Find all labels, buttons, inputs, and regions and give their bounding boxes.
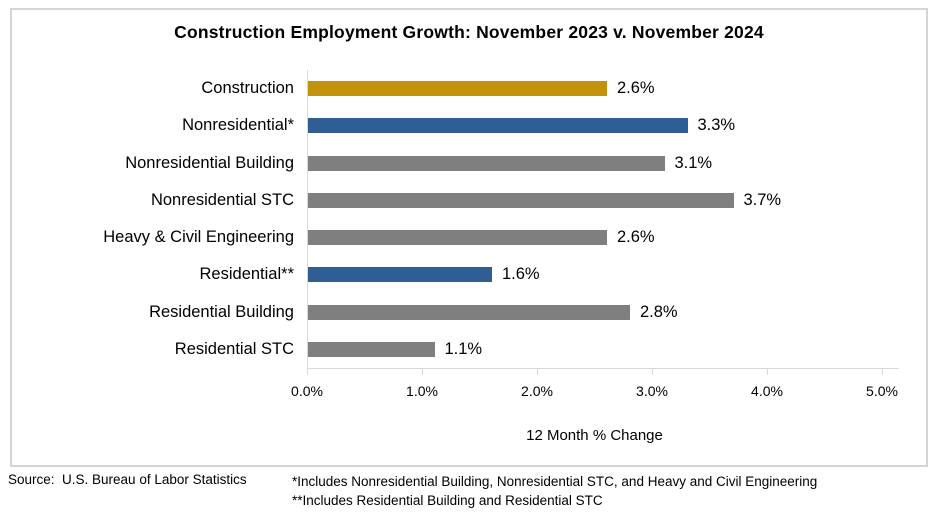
value-label: 2.6% xyxy=(617,228,655,247)
chart-title: Construction Employment Growth: November… xyxy=(174,22,764,42)
x-axis-line xyxy=(307,368,899,369)
value-label: 1.6% xyxy=(502,265,540,284)
source-text: Source: U.S. Bureau of Labor Statistics xyxy=(8,472,247,487)
x-tick-mark xyxy=(537,368,538,375)
footnote-residential: **Includes Residential Building and Resi… xyxy=(292,493,603,508)
category-label: Residential STC xyxy=(174,339,294,358)
x-tick-mark xyxy=(767,368,768,375)
y-axis-line xyxy=(307,70,308,369)
bar-track: 2.6% xyxy=(308,219,883,256)
x-tick-label: 3.0% xyxy=(636,383,668,399)
value-label: 3.1% xyxy=(674,153,713,172)
category-label: Heavy & Civil Engineering xyxy=(103,228,294,247)
category-label: Nonresidential Building xyxy=(125,153,294,172)
bar xyxy=(308,192,734,208)
x-tick-label: 1.0% xyxy=(406,383,438,399)
x-tick-label: 0.0% xyxy=(291,383,323,399)
x-tick-label: 4.0% xyxy=(751,383,783,399)
x-tick-mark xyxy=(882,368,883,375)
category-label: Nonresidential STC xyxy=(150,190,294,209)
bar xyxy=(308,267,492,283)
bar-row: Nonresidential STC 3.7% xyxy=(12,182,926,219)
value-label: 2.6% xyxy=(617,79,655,98)
value-label: 3.7% xyxy=(743,190,782,209)
category-label: Nonresidential* xyxy=(182,116,294,135)
bar-rows: Construction 2.6% Nonresidential* 3.3% N… xyxy=(12,70,926,368)
bar-track: 1.6% xyxy=(308,256,883,293)
bar-row: Construction 2.6% xyxy=(12,70,926,107)
bar-track: 2.8% xyxy=(308,294,883,331)
bar xyxy=(308,81,607,97)
x-tick-label: 5.0% xyxy=(866,383,898,399)
x-axis-ticks: 0.0% 1.0% 2.0% 3.0% 4.0% 5.0% xyxy=(291,368,898,408)
chart-frame: Construction Employment Growth: November… xyxy=(10,8,928,467)
bar-row: Residential STC 1.1% xyxy=(12,331,926,368)
category-label: Residential** xyxy=(199,265,294,284)
bar xyxy=(308,118,688,134)
bar-track: 2.6% xyxy=(308,70,883,107)
bar xyxy=(308,304,630,320)
bar-row: Residential** 1.6% xyxy=(12,256,926,293)
bar xyxy=(308,341,435,357)
bar xyxy=(308,230,607,246)
bar-track: 1.1% xyxy=(308,331,883,368)
value-label: 2.8% xyxy=(640,302,678,321)
x-tick-mark xyxy=(422,368,423,375)
bar-row: Nonresidential* 3.3% xyxy=(12,107,926,144)
category-label: Construction xyxy=(201,79,294,98)
bar-track: 3.1% xyxy=(308,145,883,182)
value-label: 1.1% xyxy=(444,339,483,358)
bar-row: Nonresidential Building 3.1% xyxy=(12,145,926,182)
footnote-nonresidential: *Includes Nonresidential Building, Nonre… xyxy=(292,474,818,489)
x-tick-mark xyxy=(307,368,308,375)
category-label: Residential Building xyxy=(149,302,294,321)
bar xyxy=(308,155,665,171)
x-tick-mark xyxy=(652,368,653,375)
bar-row: Heavy & Civil Engineering 2.6% xyxy=(12,219,926,256)
value-label: 3.3% xyxy=(697,116,736,135)
x-axis-title: 12 Month % Change xyxy=(526,427,663,444)
bar-track: 3.3% xyxy=(308,107,883,144)
footnotes: *Includes Nonresidential Building, Nonre… xyxy=(292,472,817,510)
bar-track: 3.7% xyxy=(308,182,883,219)
bar-row: Residential Building 2.8% xyxy=(12,294,926,331)
x-tick-label: 2.0% xyxy=(521,383,553,399)
